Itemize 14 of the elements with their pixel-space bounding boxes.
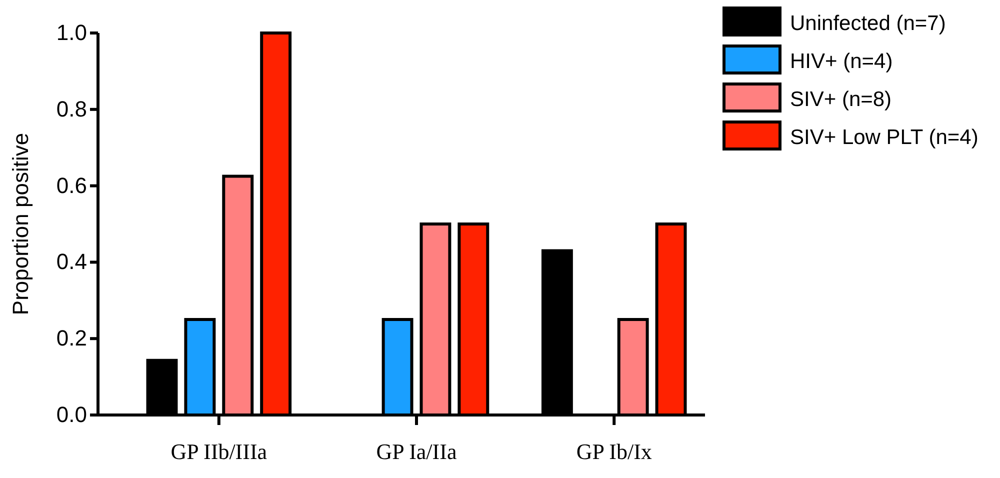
y-tick-label: 0.0 <box>56 402 87 428</box>
legend-label: SIV+ (n=8) <box>790 88 892 111</box>
y-tick-label: 1.0 <box>56 20 87 46</box>
x-tick-label: GP Ia/IIa <box>376 438 457 464</box>
legend-label: SIV+ Low PLT (n=4) <box>790 126 978 149</box>
y-tick-label: 0.6 <box>56 172 87 198</box>
y-axis-title: Proportion positive <box>8 132 33 316</box>
legend-label: Uninfected (n=7) <box>790 12 946 35</box>
x-tick-label: GP IIb/IIIa <box>170 438 268 464</box>
legend-label: HIV+ (n=4) <box>790 50 893 73</box>
y-tick-label: 0.8 <box>56 96 87 122</box>
y-tick-label: 0.4 <box>56 249 87 274</box>
y-tick-label: 0.2 <box>56 326 87 351</box>
x-tick-label: GP Ib/Ix <box>576 438 652 464</box>
